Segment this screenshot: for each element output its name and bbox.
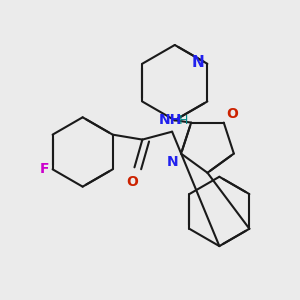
Text: NH: NH — [158, 113, 182, 127]
Text: O: O — [227, 106, 239, 121]
Text: H: H — [179, 114, 188, 127]
Text: O: O — [127, 175, 138, 189]
Text: F: F — [40, 162, 50, 176]
Text: N: N — [167, 154, 178, 169]
Text: N: N — [192, 55, 204, 70]
